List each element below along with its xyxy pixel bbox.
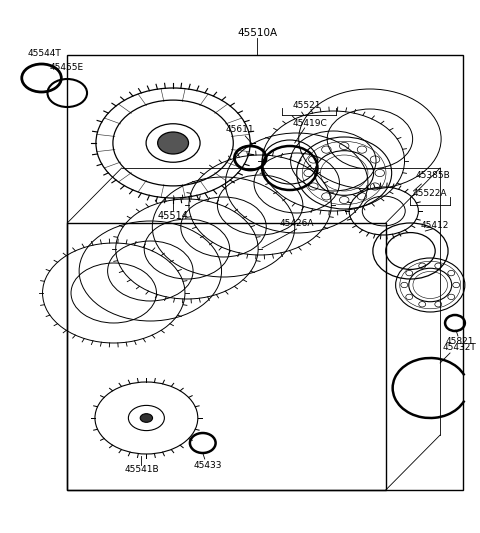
Text: 45821: 45821 — [445, 336, 474, 345]
Text: 45541B: 45541B — [124, 465, 159, 474]
Ellipse shape — [140, 414, 153, 422]
Text: 45455E: 45455E — [49, 63, 84, 72]
Text: 45419C: 45419C — [292, 118, 327, 127]
Text: 45521: 45521 — [292, 101, 321, 109]
Text: 45433: 45433 — [193, 461, 222, 470]
Text: 45426A: 45426A — [279, 219, 314, 228]
Ellipse shape — [157, 132, 189, 154]
Text: 45412: 45412 — [421, 222, 449, 230]
Text: 45522A: 45522A — [413, 189, 447, 198]
Text: 45611: 45611 — [226, 125, 255, 134]
Text: 45514: 45514 — [157, 211, 189, 221]
Text: 45432T: 45432T — [443, 343, 477, 352]
Text: 45544T: 45544T — [28, 49, 61, 58]
Text: 45385B: 45385B — [416, 172, 451, 181]
Text: 45510A: 45510A — [237, 28, 277, 38]
